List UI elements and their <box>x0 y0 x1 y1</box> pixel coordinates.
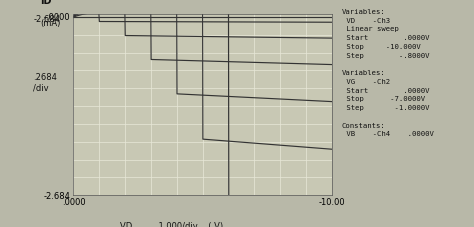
Text: VD          1.000/div    ( V): VD 1.000/div ( V) <box>120 222 223 227</box>
Text: Variables:
 VD    -Ch3
 Linear sweep
 Start        .0000V
 Stop     -10.000V
 St: Variables: VD -Ch3 Linear sweep Start .0… <box>342 9 433 137</box>
Text: (mA): (mA) <box>40 19 60 28</box>
Text: .2684
/div: .2684 /div <box>34 73 57 92</box>
Text: -2.684: -2.684 <box>34 15 60 24</box>
Text: ID: ID <box>40 0 51 6</box>
